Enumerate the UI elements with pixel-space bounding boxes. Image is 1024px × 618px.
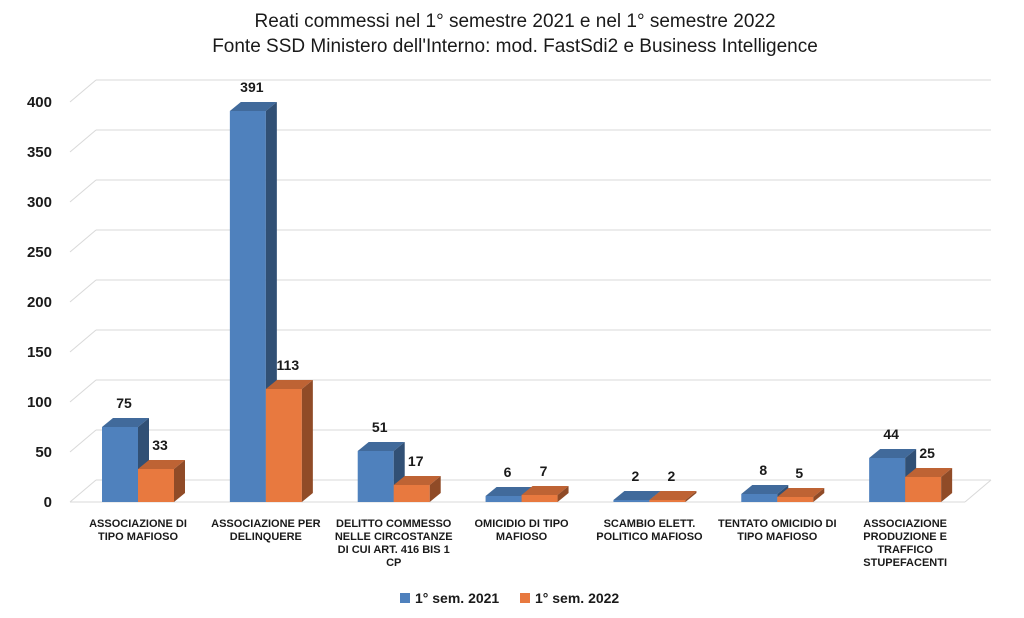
gridlines — [69, 79, 992, 503]
data-label: 8 — [759, 462, 767, 478]
bar-top — [485, 487, 533, 496]
bar-group — [905, 468, 953, 502]
bar-top — [393, 476, 441, 485]
bar-side — [941, 468, 953, 502]
bar-side — [557, 486, 569, 502]
x-tick-label: OMICIDIO DI TIPO MAFIOSO — [475, 518, 570, 543]
y-tick-label: 250 — [27, 244, 52, 261]
bar — [229, 111, 266, 502]
legend-swatch — [400, 593, 410, 603]
y-tick-label: 100 — [27, 394, 52, 411]
y-axis: 0 50 100 150 200 250 300 350 400 — [27, 94, 52, 511]
x-tick-label: ASSOCIAZIONE PER DELINQUERE — [211, 518, 320, 543]
x-axis: ASSOCIAZIONE DI TIPO MAFIOSO ASSOCIAZIONE … — [89, 518, 947, 569]
bar — [138, 469, 174, 502]
bar-group — [229, 102, 277, 502]
bar-top — [869, 449, 917, 458]
gridline-diagonal — [69, 129, 97, 153]
gridline-diagonal — [69, 229, 97, 253]
data-label: 2 — [632, 468, 640, 484]
bars: 75 33 391 113 51 17 6 7 2 2 8 5 44 25 — [102, 79, 953, 502]
x-tick-label: ASSOCIAZIONE DI TIPO MAFIOSO — [89, 518, 187, 543]
bar-group — [138, 460, 185, 502]
bar — [649, 500, 686, 502]
chart-title: Reati commessi nel 1° semestre 2021 e ne… — [254, 11, 775, 32]
x-tick-label: ASSOCIAZIONE PRODUZIONE E TRAFFICO STUPEFAC… — [863, 518, 947, 569]
bar-top — [613, 491, 661, 500]
bar-side — [429, 476, 441, 502]
gridline-diagonal — [69, 279, 97, 303]
data-label: 17 — [408, 453, 424, 469]
bar-side — [685, 491, 697, 502]
bar-side — [174, 460, 185, 502]
bar-group — [521, 486, 569, 502]
x-tick-label: DELITTO COMMESSO NELLE CIRCOSTANZE DI CUI … — [335, 518, 453, 569]
y-tick-label: 150 — [27, 344, 52, 361]
data-label: 5 — [795, 465, 803, 481]
bar-top — [138, 460, 185, 469]
bar-group — [649, 491, 697, 502]
bar-group — [777, 488, 825, 502]
floor-edge — [964, 479, 992, 503]
y-tick-label: 0 — [44, 494, 52, 511]
y-tick-label: 200 — [27, 294, 52, 311]
bar-side — [813, 488, 825, 502]
bar — [613, 500, 650, 502]
bar — [102, 427, 138, 502]
data-label: 51 — [372, 419, 388, 435]
y-tick-label: 300 — [27, 194, 52, 211]
bar — [905, 477, 942, 502]
bar — [357, 451, 394, 502]
bar-top — [521, 486, 569, 495]
bar-top — [905, 468, 953, 477]
data-label: 6 — [504, 464, 512, 480]
data-label: 25 — [919, 445, 935, 461]
bar-top — [102, 418, 149, 427]
bar-group — [393, 476, 441, 502]
gridline-diagonal — [69, 379, 97, 403]
data-label: 113 — [277, 357, 300, 373]
data-label: 33 — [152, 437, 168, 453]
legend: 1° sem. 2021 1° sem. 2022 — [400, 590, 619, 606]
bar-top — [229, 102, 277, 111]
gridline-diagonal — [69, 429, 97, 453]
bar-side — [301, 380, 313, 502]
y-tick-label: 400 — [27, 94, 52, 111]
bar — [741, 494, 778, 502]
data-label: 7 — [540, 463, 548, 479]
legend-label: 1° sem. 2022 — [535, 590, 619, 606]
gridline-diagonal — [69, 179, 97, 203]
bar — [485, 496, 522, 502]
bar — [265, 389, 302, 502]
y-tick-label: 350 — [27, 144, 52, 161]
bar — [869, 458, 906, 502]
bar — [777, 497, 814, 502]
x-tick-label: TENTATO OMICIDIO DI TIPO MAFIOSO — [718, 518, 837, 543]
legend-swatch — [520, 593, 530, 603]
gridline-diagonal — [69, 479, 97, 503]
data-label: 391 — [240, 79, 264, 95]
bar — [393, 485, 430, 502]
bar-group — [102, 418, 149, 502]
data-label: 44 — [883, 426, 899, 442]
bar — [521, 495, 558, 502]
chart-subtitle: Fonte SSD Ministero dell'Interno: mod. F… — [212, 36, 818, 57]
gridline-diagonal — [69, 79, 97, 103]
bar-top — [265, 380, 313, 389]
gridline-diagonal — [69, 329, 97, 353]
data-label: 2 — [668, 468, 676, 484]
x-tick-label: SCAMBIO ELETT. POLITICO MAFIOSO — [596, 518, 703, 543]
bar-top — [649, 491, 697, 500]
data-label: 75 — [116, 395, 132, 411]
bar-top — [777, 488, 825, 497]
bar-top — [741, 485, 789, 494]
legend-label: 1° sem. 2021 — [415, 590, 499, 606]
y-tick-label: 50 — [35, 444, 52, 461]
bar-group — [265, 380, 313, 502]
bar-top — [357, 442, 405, 451]
